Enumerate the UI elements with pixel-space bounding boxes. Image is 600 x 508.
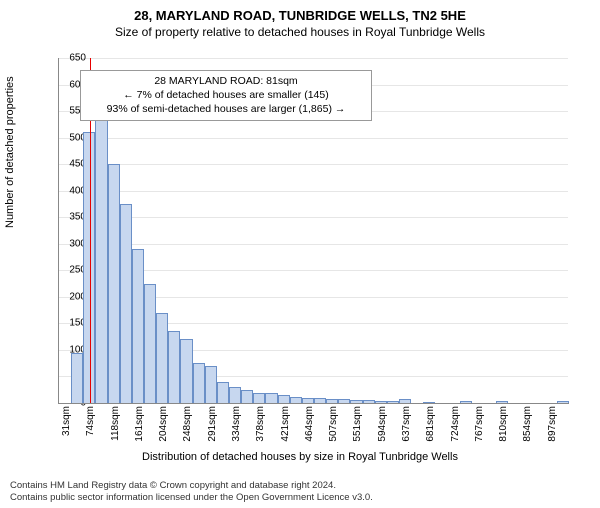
histogram-bar <box>363 400 375 403</box>
histogram-bar <box>205 366 217 403</box>
x-tick-label: 74sqm <box>85 406 96 456</box>
x-axis-label: Distribution of detached houses by size … <box>0 451 600 463</box>
histogram-bar <box>350 400 362 403</box>
x-tick-label: 897sqm <box>547 406 558 456</box>
footer-line-1: Contains HM Land Registry data © Crown c… <box>10 480 373 492</box>
annotation-box: 28 MARYLAND ROAD: 81sqm ← 7% of detached… <box>80 70 372 121</box>
x-tick-label: 507sqm <box>328 406 339 456</box>
histogram-bar <box>278 395 290 403</box>
histogram-bar <box>95 108 107 403</box>
histogram-bar <box>326 399 338 403</box>
histogram-bar <box>229 387 241 403</box>
histogram-bar <box>120 204 132 403</box>
x-tick-label: 464sqm <box>304 406 315 456</box>
histogram-bar <box>338 399 350 403</box>
x-tick-label: 204sqm <box>158 406 169 456</box>
annotation-line-2: ← 7% of detached houses are smaller (145… <box>87 88 365 102</box>
x-tick-label: 767sqm <box>474 406 485 456</box>
x-tick-label: 594sqm <box>377 406 388 456</box>
histogram-bar <box>132 249 144 403</box>
histogram-bar <box>290 397 302 403</box>
histogram-bar <box>144 284 156 403</box>
x-tick-label: 421sqm <box>280 406 291 456</box>
footer-line-2: Contains public sector information licen… <box>10 492 373 504</box>
histogram-bar <box>399 399 411 403</box>
histogram-bar <box>314 398 326 403</box>
x-tick-label: 551sqm <box>352 406 363 456</box>
x-tick-label: 637sqm <box>401 406 412 456</box>
footer-attribution: Contains HM Land Registry data © Crown c… <box>10 480 373 504</box>
annotation-line-1: 28 MARYLAND ROAD: 81sqm <box>87 74 365 88</box>
histogram-bar <box>387 401 399 403</box>
y-axis-label: Number of detached properties <box>4 76 16 228</box>
histogram-bar <box>496 401 508 403</box>
histogram-bar <box>217 382 229 403</box>
histogram-bar <box>193 363 205 403</box>
histogram-bar <box>168 331 180 403</box>
x-tick-label: 724sqm <box>450 406 461 456</box>
x-tick-label: 334sqm <box>231 406 242 456</box>
histogram-bar <box>253 393 265 403</box>
x-tick-label: 118sqm <box>110 406 121 456</box>
histogram-bar <box>71 353 83 403</box>
x-tick-label: 161sqm <box>134 406 145 456</box>
x-tick-label: 681sqm <box>425 406 436 456</box>
x-tick-label: 31sqm <box>61 406 72 456</box>
histogram-bar <box>423 402 435 403</box>
x-tick-label: 248sqm <box>182 406 193 456</box>
chart-title: 28, MARYLAND ROAD, TUNBRIDGE WELLS, TN2 … <box>0 8 600 23</box>
histogram-bar <box>557 401 569 403</box>
histogram-bar <box>302 398 314 403</box>
annotation-line-3: 93% of semi-detached houses are larger (… <box>87 102 365 116</box>
histogram-bar <box>375 401 387 403</box>
x-tick-label: 378sqm <box>255 406 266 456</box>
x-tick-label: 854sqm <box>522 406 533 456</box>
x-tick-label: 810sqm <box>498 406 509 456</box>
histogram-bar <box>265 393 277 403</box>
chart-subtitle: Size of property relative to detached ho… <box>0 25 600 39</box>
histogram-bar <box>241 390 253 403</box>
histogram-bar <box>460 401 472 403</box>
histogram-bar <box>156 313 168 403</box>
histogram-bar <box>180 339 192 403</box>
histogram-bar <box>108 164 120 403</box>
x-tick-label: 291sqm <box>207 406 218 456</box>
